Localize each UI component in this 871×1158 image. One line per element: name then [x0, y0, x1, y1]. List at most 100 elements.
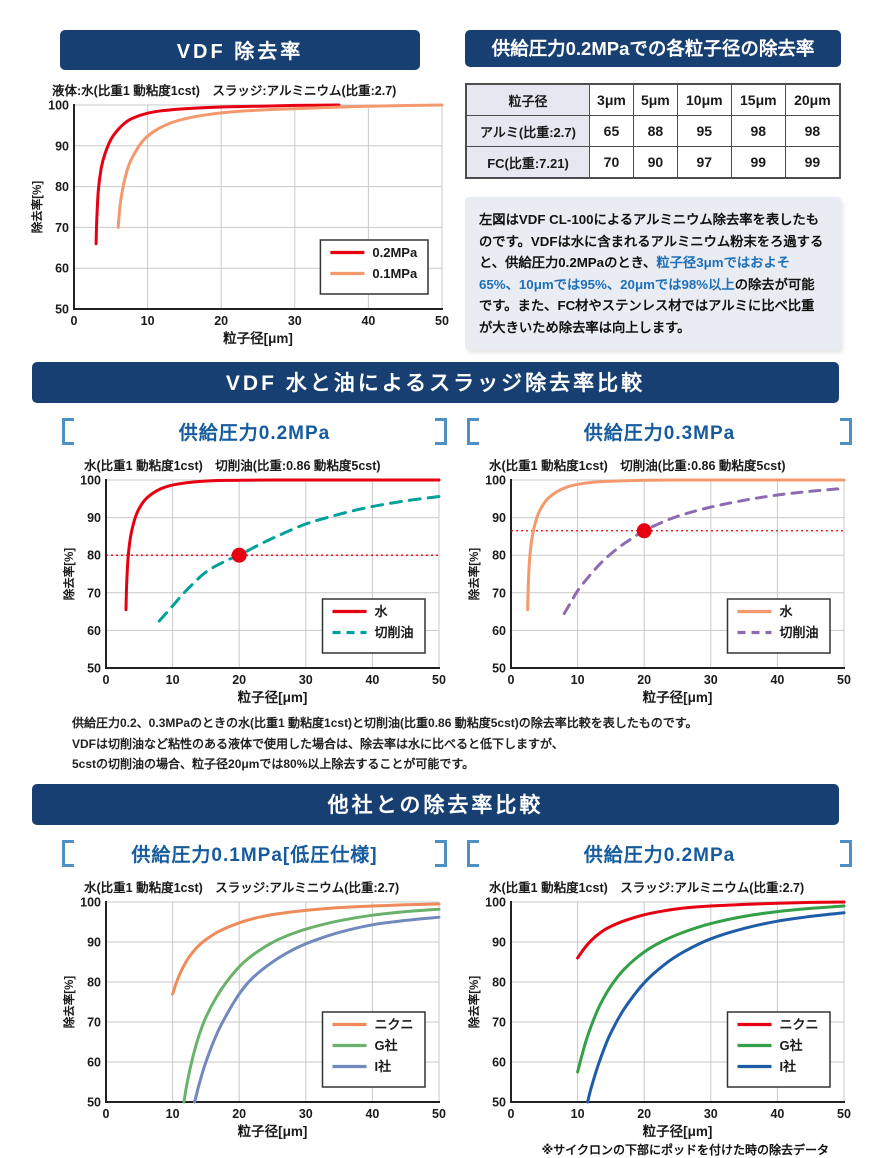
svg-text:10: 10: [141, 314, 155, 328]
right-bracket-icon: [435, 417, 447, 445]
table-col-header: 15μm: [730, 83, 786, 116]
svg-text:30: 30: [299, 673, 313, 687]
svg-text:80: 80: [55, 180, 69, 194]
svg-text:90: 90: [87, 936, 101, 950]
svg-text:90: 90: [87, 511, 101, 525]
table-col-header: 10μm: [676, 83, 732, 116]
svg-text:100: 100: [80, 896, 101, 910]
svg-text:100: 100: [485, 474, 506, 488]
table-cell: 97: [676, 146, 732, 179]
subheader-label: 供給圧力0.1MPa[低圧仕様]: [131, 844, 378, 866]
svg-text:水: 水: [375, 604, 389, 619]
table-cell: 99: [730, 146, 786, 179]
svg-text:切削油: 切削油: [780, 625, 819, 640]
chart-vdf-removal: 0 10 20 30 40 50 50 60 70 80 90 100 粒子径[μm] 除去率[%] 0.2…: [30, 98, 450, 347]
top-row: VDF 除去率 液体:水(比重1 動粘度1cst) スラッジ:アルミニウム(比重…: [30, 28, 841, 351]
subheader-label: 供給圧力0.2MPa: [178, 422, 331, 444]
svg-text:30: 30: [288, 314, 302, 328]
description-line: VDFは切削油など粘性のある液体で使用した場合は、除去率は水に比べると低下します…: [72, 736, 564, 751]
svg-text:50: 50: [55, 303, 69, 317]
svg-text:0: 0: [103, 673, 110, 687]
svg-text:60: 60: [87, 1056, 101, 1070]
svg-text:0: 0: [508, 1107, 515, 1121]
subheader-03mpa: 供給圧力0.3MPa: [467, 415, 852, 447]
chart-competitor-01mpa: 0 10 20 30 40 50 50 60 70 80 90 100 粒子径[μm] 除去率[%] ニクニ…: [62, 895, 447, 1140]
left-bracket-icon: [62, 417, 74, 445]
note-text-highlight: 粒子径3μmではおよそ65%、10μmでは95%、20μmでは98%以上: [479, 255, 791, 292]
svg-text:50: 50: [837, 1107, 851, 1121]
table-cell: 99: [784, 146, 841, 179]
svg-text:20: 20: [637, 1107, 651, 1121]
section-header-vdf-removal: VDF 除去率: [60, 30, 420, 70]
table-col-header: 3μm: [589, 83, 634, 116]
subheader-02mpa-competitor: 供給圧力0.2MPa: [467, 837, 852, 869]
water-oil-comparison-section: VDF 水と油によるスラッジ除去率比較 供給圧力0.2MPa 水(比重1 動粘度…: [30, 362, 852, 774]
svg-text:除去率[%]: 除去率[%]: [30, 181, 44, 234]
chart5-conditions-label: 水(比重1 動粘度1cst) スラッジ:アルミニウム(比重:2.7): [489, 881, 805, 896]
table-cell: 95: [676, 115, 732, 147]
svg-text:粒子径[μm]: 粒子径[μm]: [238, 689, 308, 705]
svg-text:50: 50: [492, 1096, 506, 1110]
chart-water-oil-03mpa: 0 10 20 30 40 50 50 60 70 80 90 100 粒子径[μm] 除去率[%] 水切削…: [467, 473, 852, 706]
svg-text:70: 70: [87, 1016, 101, 1030]
table-cell: 98: [784, 115, 841, 147]
competitor-charts-row: 供給圧力0.1MPa[低圧仕様] 水(比重1 動粘度1cst) スラッジ:アルミ…: [62, 837, 852, 1139]
svg-text:除去率[%]: 除去率[%]: [62, 548, 76, 601]
chart-02mpa-block: 供給圧力0.2MPa 水(比重1 動粘度1cst) 切削油(比重:0.86 動粘…: [62, 415, 447, 705]
svg-text:20: 20: [214, 314, 228, 328]
svg-text:50: 50: [837, 673, 851, 687]
svg-text:50: 50: [492, 662, 506, 676]
table-row: アルミ(比重:2.7) 65 88 95 98 98: [465, 115, 841, 147]
subheader-01mpa-low: 供給圧力0.1MPa[低圧仕様]: [62, 837, 447, 869]
svg-text:50: 50: [432, 1107, 446, 1121]
competitor-comparison-section: 他社との除去率比較 供給圧力0.1MPa[低圧仕様] 水(比重1 動粘度1cst…: [30, 784, 852, 1158]
svg-text:10: 10: [571, 673, 585, 687]
svg-text:10: 10: [571, 1107, 585, 1121]
svg-text:G社: G社: [780, 1038, 803, 1053]
note-box: 左図はVDF CL-100によるアルミニウム除去率を表したものです。VDFは水に…: [465, 197, 841, 351]
water-oil-description: 供給圧力0.2、0.3MPaのときの水(比重1 動粘度1cst)と切削油(比重0…: [72, 713, 841, 774]
chart-03mpa-block: 供給圧力0.3MPa 水(比重1 動粘度1cst) 切削油(比重:0.86 動粘…: [467, 415, 852, 705]
section-header-particle-table: 供給圧力0.2MPaでの各粒子径の除去率: [465, 30, 841, 67]
table-cell: 65: [589, 115, 634, 147]
subheader-02mpa: 供給圧力0.2MPa: [62, 415, 447, 447]
note-text: 左図はVDF CL-100によるアルミニウム除去率を表したものです。VDFは水に…: [479, 212, 824, 271]
svg-text:40: 40: [361, 314, 375, 328]
table-col-header: 粒子径: [465, 83, 590, 116]
svg-text:70: 70: [55, 221, 69, 235]
left-bracket-icon: [467, 417, 479, 445]
description-line: 5cstの切削油の場合、粒子径20μmでは80%以上除去することが可能です。: [72, 756, 475, 771]
water-oil-charts-row: 供給圧力0.2MPa 水(比重1 動粘度1cst) 切削油(比重:0.86 動粘…: [62, 415, 852, 705]
left-bracket-icon: [62, 839, 74, 867]
svg-text:40: 40: [365, 673, 379, 687]
svg-text:20: 20: [232, 1107, 246, 1121]
table-cell: 88: [632, 115, 678, 147]
svg-text:30: 30: [704, 673, 718, 687]
svg-text:80: 80: [492, 976, 506, 990]
svg-text:粒子径[μm]: 粒子径[μm]: [643, 1123, 713, 1139]
svg-text:80: 80: [492, 549, 506, 563]
note-text: の除去が可能です。また、FC材やステンレス材ではアルミに比べ比重が大きいため除去…: [479, 276, 815, 335]
svg-text:90: 90: [492, 511, 506, 525]
chart-01mpa-low-block: 供給圧力0.1MPa[低圧仕様] 水(比重1 動粘度1cst) スラッジ:アルミ…: [62, 837, 447, 1139]
table-cell: 70: [589, 146, 634, 179]
svg-text:0: 0: [71, 314, 78, 328]
table-col-header: 5μm: [632, 83, 678, 116]
right-bracket-icon: [840, 839, 852, 867]
svg-text:0: 0: [508, 673, 515, 687]
svg-text:10: 10: [166, 1107, 180, 1121]
svg-text:50: 50: [87, 1096, 101, 1110]
svg-text:20: 20: [232, 673, 246, 687]
table-cell: 90: [632, 146, 678, 179]
svg-text:ニクニ: ニクニ: [780, 1017, 819, 1032]
svg-text:10: 10: [166, 673, 180, 687]
svg-text:40: 40: [770, 673, 784, 687]
table-row: FC(比重:7.21) 70 90 97 99 99: [465, 146, 841, 179]
svg-text:粒子径[μm]: 粒子径[μm]: [238, 1123, 308, 1139]
chart-02mpa-competitor-block: 供給圧力0.2MPa 水(比重1 動粘度1cst) スラッジ:アルミニウム(比重…: [467, 837, 852, 1139]
right-bracket-icon: [840, 417, 852, 445]
chart3-conditions-label: 水(比重1 動粘度1cst) 切削油(比重:0.86 動粘度5cst): [489, 459, 786, 474]
svg-text:0.2MPa: 0.2MPa: [372, 245, 418, 260]
svg-text:70: 70: [492, 1016, 506, 1030]
right-bracket-icon: [435, 839, 447, 867]
